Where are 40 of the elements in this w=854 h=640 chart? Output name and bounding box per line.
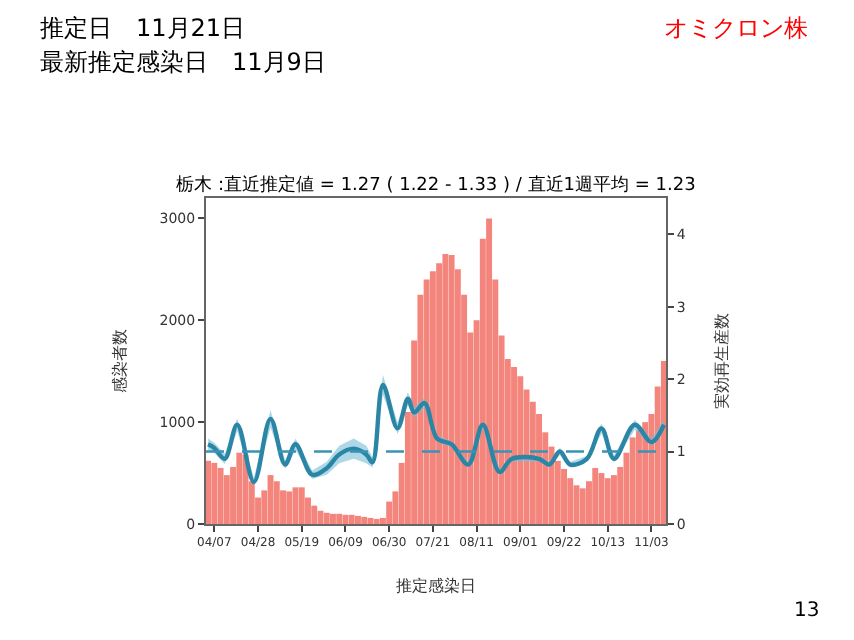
- bar: [611, 475, 617, 524]
- bar: [361, 516, 368, 524]
- bar: [298, 487, 305, 524]
- bar: [354, 515, 361, 524]
- bar: [211, 462, 218, 524]
- y2-axis-title: 実効再生産数: [713, 313, 731, 409]
- bar: [511, 367, 518, 524]
- bar: [367, 517, 374, 524]
- bar: [629, 437, 636, 524]
- text: 最新推定感染日 11月9日: [40, 48, 326, 76]
- x-axis-title: 推定感染日: [396, 576, 476, 595]
- y-axis-title: 感染者数: [110, 329, 129, 393]
- bar: [579, 488, 586, 524]
- bar: [267, 475, 274, 524]
- bar: [604, 478, 611, 524]
- bar: [635, 430, 642, 524]
- bar: [336, 513, 343, 524]
- bar: [423, 279, 430, 524]
- text: 13: [794, 600, 820, 622]
- bar: [660, 361, 666, 524]
- bar: [236, 452, 243, 524]
- text: オミクロン株: [664, 14, 808, 42]
- bar: [323, 512, 330, 524]
- bar: [348, 514, 355, 524]
- bar: [223, 475, 230, 524]
- bar: [561, 468, 567, 524]
- bar: [592, 467, 599, 524]
- text: 推定日 11月21日: [40, 14, 246, 42]
- bar: [486, 218, 493, 524]
- bar: [373, 518, 380, 524]
- bar: [429, 271, 436, 524]
- chart-title: 栃木 :直近推定値 = 1.27 ( 1.22 - 1.33 ) / 直近1週平均 = 1.23: [176, 174, 696, 197]
- bar: [330, 513, 336, 524]
- bar: [273, 481, 280, 524]
- bar: [286, 491, 293, 524]
- bar: [442, 254, 449, 524]
- bar: [217, 467, 224, 524]
- bar: [311, 505, 318, 524]
- bar: [448, 255, 455, 524]
- bar: [206, 460, 212, 524]
